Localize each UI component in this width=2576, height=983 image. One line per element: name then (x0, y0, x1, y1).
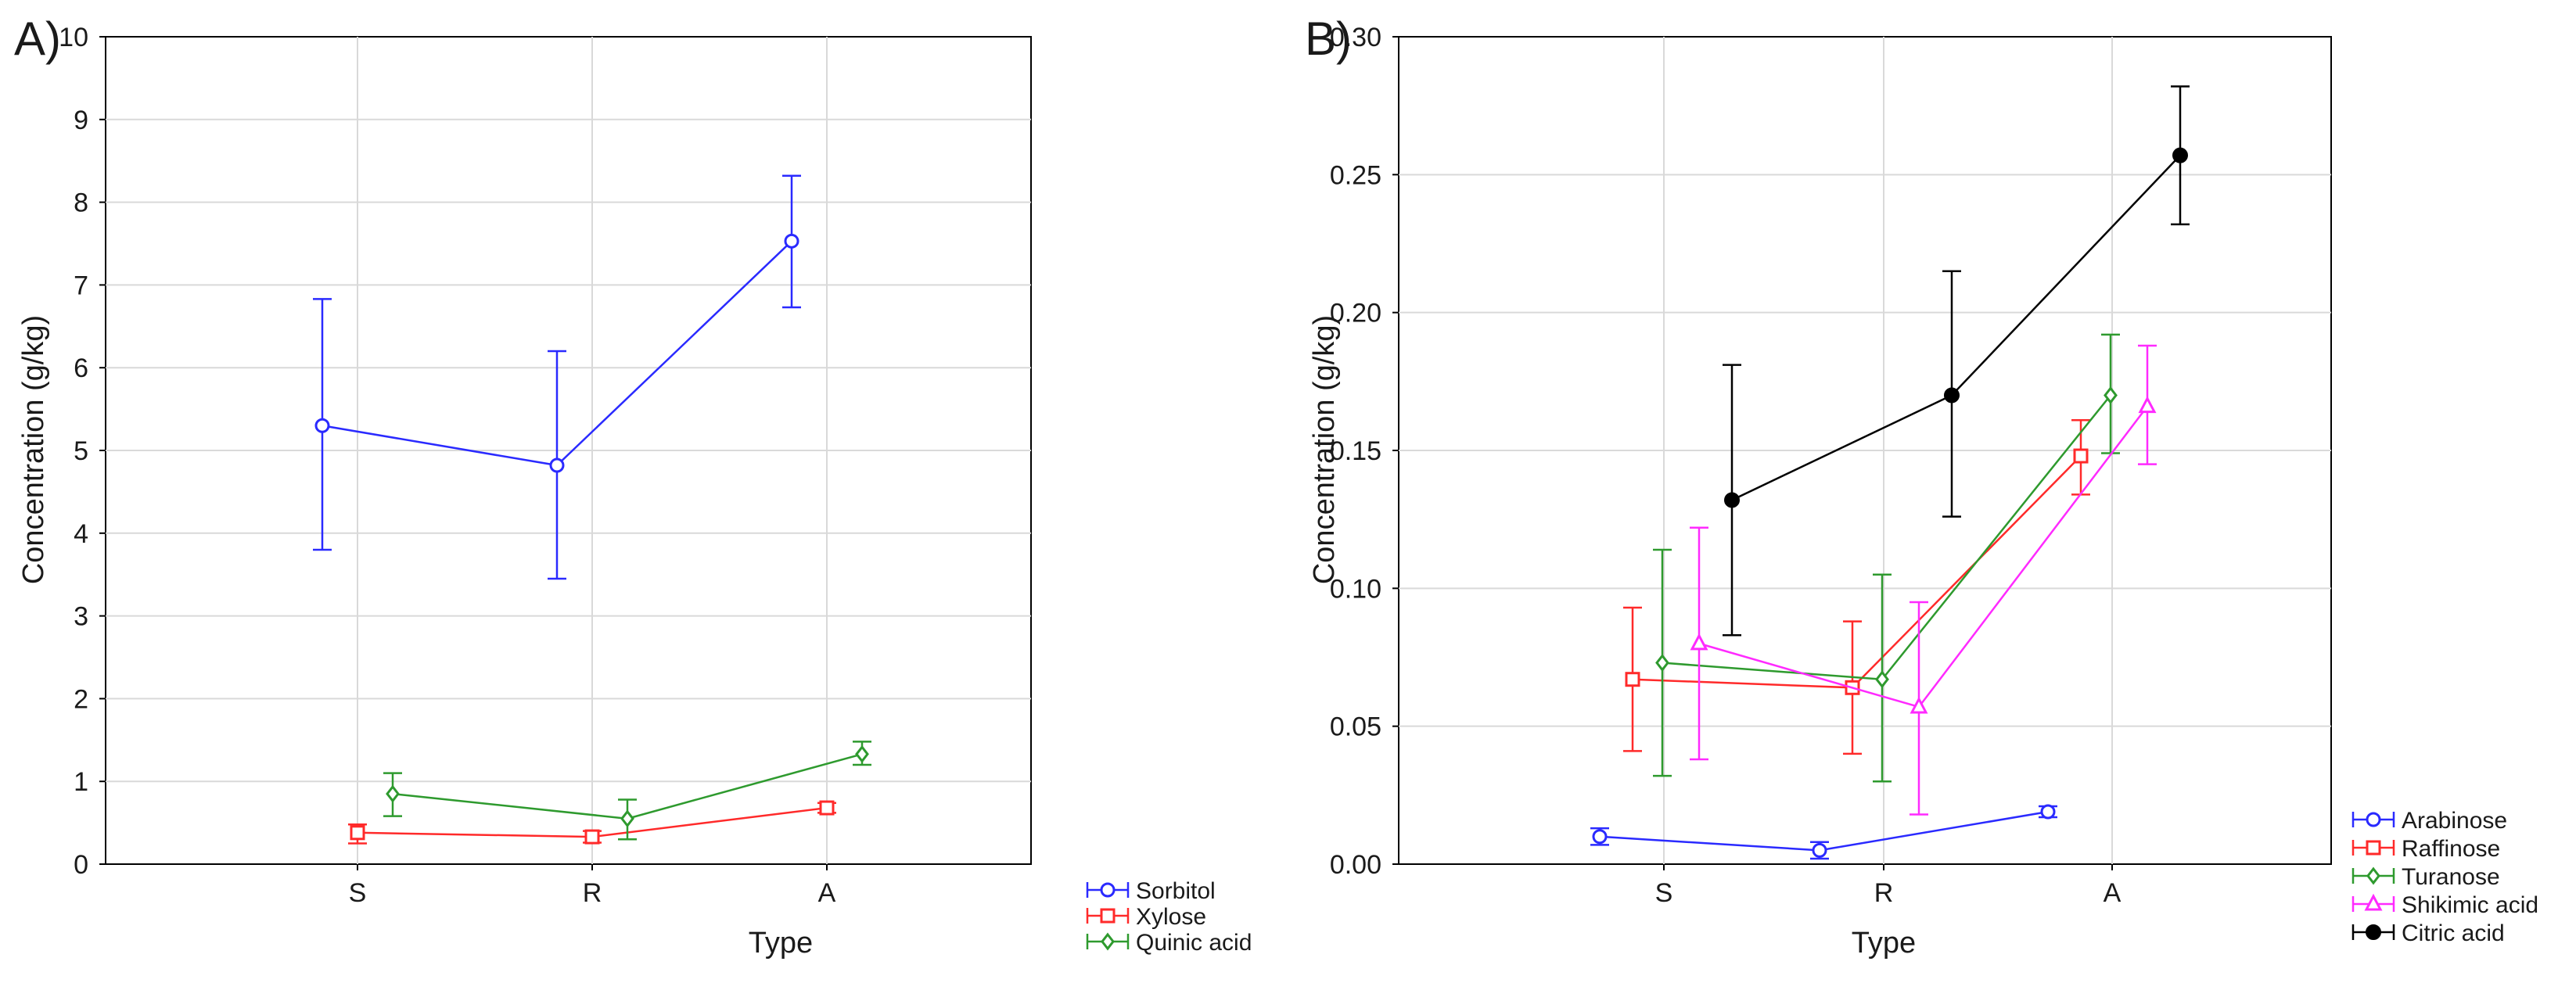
panel-a-xylose-point (350, 825, 365, 841)
panel-a-legend-label: Quinic acid (1136, 930, 1252, 956)
panel-b-citric-acid-point (2172, 147, 2188, 163)
panel-a-y-tick-label: 9 (74, 106, 88, 135)
panel-b-y-tick-label: 0.30 (1330, 23, 1381, 52)
panel-b-y-tick-label: 0.00 (1330, 850, 1381, 880)
panel-a-legend-item-xylose: Xylose (1086, 904, 1206, 930)
panel-b-citric-acid-point (1724, 492, 1740, 508)
panel-a-y-tick-label: 0 (74, 850, 88, 880)
panel-a-y-tick-label: 4 (74, 519, 88, 549)
panel-a-legend-item-quinic-acid: Quinic acid (1086, 930, 1252, 956)
panel-b-legend-label: Citric acid (2402, 920, 2505, 946)
panel-b-turanose-point (2104, 386, 2118, 404)
panel-a-quinic-acid-point (620, 809, 634, 828)
panel-a-series-xylose (348, 800, 836, 845)
panel-b-turanose-point (1875, 670, 1889, 689)
panel-a-x-axis-title: Type (749, 927, 813, 960)
panel-b-shikimic-acid-point (1690, 633, 1708, 651)
panel-b-legend-label: Shikimic acid (2402, 892, 2538, 918)
panel-b-legend-item-citric-acid: Citric acid (2351, 920, 2505, 946)
panel-a-y-tick-label: 8 (74, 188, 88, 218)
panel-a-xylose-point (819, 800, 835, 816)
panel-b-legend-swatch-marker (2366, 812, 2381, 827)
panel-b-series-citric-acid (1723, 85, 2190, 637)
panel-a-legend-item-sorbitol: Sorbitol (1086, 878, 1216, 904)
panel-a-x-tick-label: S (349, 878, 367, 908)
panel-b-legend-swatch-marker (2366, 840, 2381, 856)
panel-b-legend-label: Raffinose (2402, 836, 2500, 862)
panel-a-y-tick-label: 10 (59, 23, 88, 52)
panel-b-y-tick-label: 0.15 (1330, 436, 1381, 466)
panel-a-x-tick-label: A (818, 878, 836, 908)
panel-a-x-tick-label: R (583, 878, 602, 908)
panel-a-series-quinic-acid (383, 741, 871, 841)
panel-a-y-tick-label: 7 (74, 271, 88, 300)
panel-b-legend-swatch-marker (2366, 866, 2380, 885)
panel-b-legend-label: Turanose (2402, 864, 2500, 890)
panel-b-shikimic-acid-point (2138, 396, 2157, 414)
panel-a-y-tick-label: 3 (74, 602, 88, 632)
panel-b-arabinose-point (2040, 804, 2056, 820)
panel-a-y-tick-label: 2 (74, 684, 88, 714)
panel-b-legend-item-turanose: Turanose (2351, 864, 2500, 890)
panel-b-y-tick-label: 0.20 (1330, 299, 1381, 328)
panel-a-sorbitol-point (549, 457, 565, 473)
panel-a-legend-label: Xylose (1136, 904, 1206, 930)
panel-a-legend-swatch-marker (1100, 882, 1116, 898)
panel-b-y-tick-label: 0.25 (1330, 160, 1381, 190)
panel-b-legend-item-shikimic-acid: Shikimic acid (2351, 892, 2538, 918)
panel-b-y-tick-label: 0.10 (1330, 574, 1381, 604)
panel-b-turanose-point (1655, 654, 1669, 672)
panel-b-legend-swatch-marker (2364, 893, 2383, 911)
panel-a-quinic-acid-point (855, 744, 869, 763)
panel-a-y-axis-title: Concentration (g/kg) (17, 315, 50, 584)
panel-a-series-sorbitol (313, 174, 801, 580)
panel-b-citric-acid-point (1944, 387, 1960, 404)
panel-a-legend-label: Sorbitol (1136, 878, 1216, 904)
panel-b-y-axis-title: Concentration (g/kg) (1308, 315, 1341, 584)
panel-b-legend-item-arabinose: Arabinose (2351, 808, 2507, 834)
panel-b-chart: B) Type Concentration (g/kg) 0.00 0.05 0.1… (1305, 13, 2538, 960)
panel-a-y-tick-label: 5 (74, 436, 88, 466)
panel-b-legend-swatch-marker (2366, 924, 2381, 940)
panel-b-raffinose-point (2073, 448, 2089, 464)
panel-a-chart: A) Type Concentration (g/kg) 0 1 2 3 4 5 6 7 8 9 1… (14, 13, 1252, 960)
panel-b-series-arabinose (1590, 804, 2057, 860)
panel-a-legend-swatch-marker (1101, 932, 1115, 951)
panel-a-sorbitol-point (314, 418, 330, 433)
panel-b-y-tick-label: 0.05 (1330, 712, 1381, 742)
panel-b-x-tick-label: A (2104, 878, 2122, 908)
panel-b-series-shikimic-acid (1690, 344, 2157, 816)
panel-b-series-turanose (1653, 333, 2120, 783)
panel-a-legend-swatch-marker (1100, 908, 1116, 924)
panel-b-legend-item-raffinose: Raffinose (2351, 836, 2500, 862)
panel-a-y-tick-label: 6 (74, 353, 88, 383)
panel-a-label: A) (14, 13, 61, 65)
panel-b-shikimic-acid-point (1910, 696, 1928, 714)
panel-a-quinic-acid-point (386, 784, 400, 803)
panel-a-sorbitol-point (784, 233, 799, 249)
panel-b-label: B) (1305, 13, 1352, 65)
panel-a-y-tick-label: 1 (74, 767, 88, 797)
panel-a-xylose-point (584, 829, 600, 845)
panel-b-arabinose-point (1592, 829, 1608, 845)
panel-b-legend-label: Arabinose (2402, 808, 2507, 834)
panel-b-raffinose-point (1625, 672, 1640, 687)
panel-b-arabinose-point (1812, 842, 1827, 858)
panel-b-x-tick-label: S (1655, 878, 1673, 908)
panel-b-x-tick-label: R (1874, 878, 1894, 908)
panel-b-x-axis-title: Type (1852, 927, 1916, 960)
